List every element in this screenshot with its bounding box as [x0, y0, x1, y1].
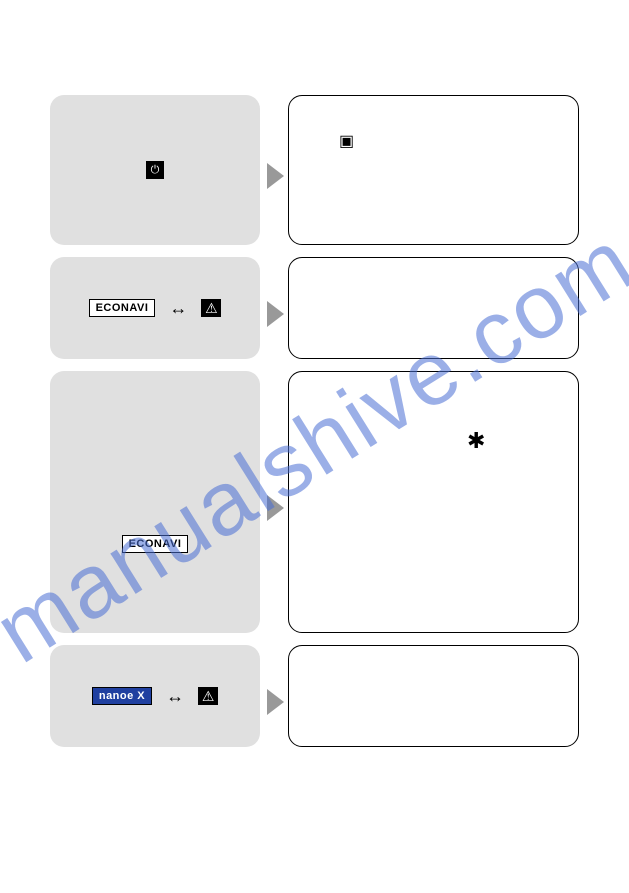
arrow-icon-1: [267, 163, 284, 189]
econavi-badge: ECONAVI: [89, 299, 156, 317]
left-panel-2: ECONAVI ↔: [50, 257, 260, 359]
left-panel-1: [50, 95, 260, 245]
econavi-badge-2: ECONAVI: [122, 535, 189, 553]
swap-arrow-icon: ↔: [169, 299, 187, 317]
instruction-row-2: ECONAVI ↔: [50, 257, 579, 359]
warning-icon: [201, 299, 221, 317]
right-panel-3: ✱: [288, 371, 579, 633]
econavi-warn-row: ECONAVI ↔: [89, 299, 222, 317]
swap-arrow-icon-2: ↔: [166, 687, 184, 705]
arrow-icon-4: [267, 689, 284, 715]
nanoe-warn-row: nanoe X ↔: [92, 687, 218, 705]
instruction-row-4: nanoe X ↔: [50, 645, 579, 747]
filter-icon: ▣: [339, 134, 354, 150]
power-icon: [146, 161, 164, 179]
instruction-row-1: ▣: [50, 95, 579, 245]
right-panel-1: ▣: [288, 95, 579, 245]
left-panel-4: nanoe X ↔: [50, 645, 260, 747]
nanoe-badge: nanoe X: [92, 687, 152, 705]
content-grid: ▣ ECONAVI ↔ ECONAVI ✱ nanoe X ↔: [50, 95, 579, 759]
arrow-icon-2: [267, 301, 284, 327]
left-panel-3: ECONAVI: [50, 371, 260, 633]
right-panel-4: [288, 645, 579, 747]
warning-icon-2: [198, 687, 218, 705]
right-panel-2: [288, 257, 579, 359]
instruction-row-3: ECONAVI ✱: [50, 371, 579, 633]
arrow-icon-3: [267, 495, 284, 521]
fan-icon: ✱: [467, 430, 485, 452]
